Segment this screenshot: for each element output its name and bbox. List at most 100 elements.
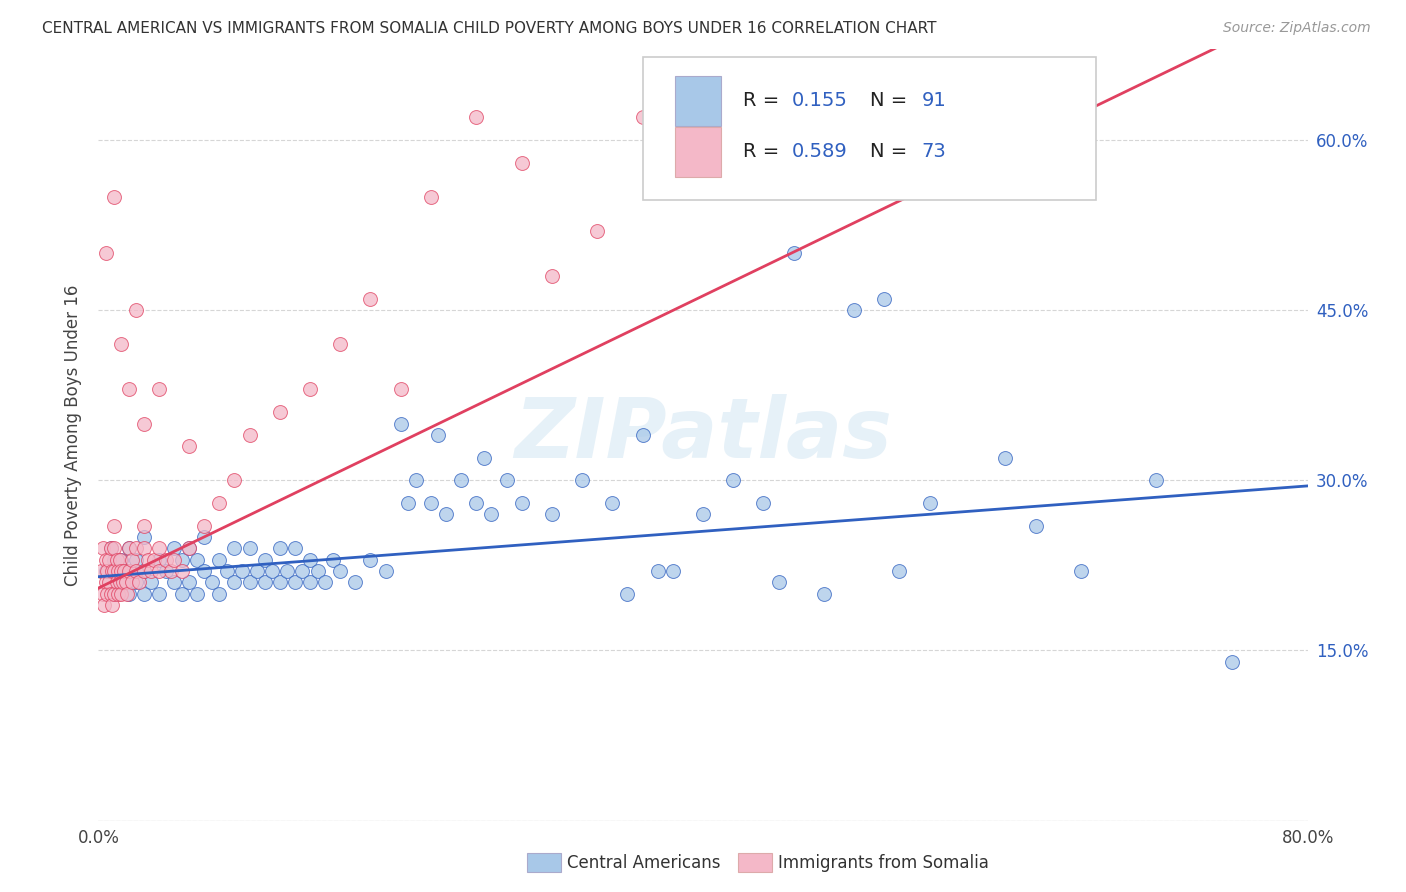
Point [322,552,344,566]
Point [329,564,352,578]
Point [148,564,170,578]
Point [91,587,114,601]
Point [571,473,593,487]
Point [692,508,714,522]
Point [224,473,246,487]
Point [170,552,193,566]
Point [132,564,155,578]
Point [918,496,941,510]
Point [465,496,488,510]
Point [132,417,155,431]
Point [110,552,132,566]
Point [299,552,322,566]
Point [239,575,262,590]
Point [132,564,155,578]
Point [208,587,231,601]
Point [253,575,276,590]
Point [118,541,141,556]
Text: N =: N = [870,91,914,111]
Point [239,541,262,556]
Point [284,575,307,590]
Point [91,541,114,556]
Point [873,292,896,306]
Point [427,428,450,442]
Point [374,564,396,578]
Point [389,417,412,431]
Point [136,552,159,566]
Point [100,541,122,556]
Point [103,564,125,578]
Text: Source: ZipAtlas.com: Source: ZipAtlas.com [1223,21,1371,35]
Point [103,189,125,203]
Point [163,541,186,556]
Point [224,541,246,556]
Point [141,575,163,590]
Point [253,552,276,566]
Point [101,598,124,612]
Point [434,508,457,522]
Point [163,552,186,566]
Point [405,473,427,487]
Point [540,268,562,283]
Point [208,496,231,510]
Text: ZIPatlas: ZIPatlas [515,394,891,475]
Point [103,587,125,601]
Point [602,496,624,510]
Point [420,496,443,510]
Point [179,541,201,556]
Point [132,518,155,533]
Point [239,428,262,442]
Point [1220,655,1243,669]
Point [889,564,911,578]
Point [107,587,129,601]
Point [100,587,122,601]
Point [170,564,193,578]
Point [110,575,132,590]
Point [201,575,224,590]
Point [269,575,291,590]
Point [125,552,148,566]
Point [107,564,129,578]
Point [160,564,183,578]
Point [118,587,141,601]
Point [768,575,790,590]
Point [269,405,291,419]
Point [155,564,177,578]
Point [132,587,155,601]
Point [1144,473,1167,487]
Point [510,496,533,510]
Point [276,564,298,578]
Point [246,564,269,578]
Point [193,564,215,578]
Point [481,508,503,522]
Point [510,155,533,169]
Point [148,383,170,397]
Point [179,575,201,590]
FancyBboxPatch shape [675,76,721,126]
Point [148,541,170,556]
Point [110,564,132,578]
Point [299,575,322,590]
Point [108,575,131,590]
Point [118,541,141,556]
Point [193,518,215,533]
Point [389,383,412,397]
Point [291,564,314,578]
FancyBboxPatch shape [675,127,721,177]
Point [186,552,208,566]
Point [647,564,669,578]
Point [110,587,132,601]
Point [105,552,128,566]
Point [103,518,125,533]
Point [94,564,117,578]
Point [105,575,128,590]
Point [121,552,143,566]
Point [329,337,352,351]
Point [93,598,115,612]
Point [208,552,231,566]
Point [96,564,118,578]
Point [94,552,117,566]
Point [100,541,122,556]
Point [994,450,1017,465]
Point [661,564,683,578]
